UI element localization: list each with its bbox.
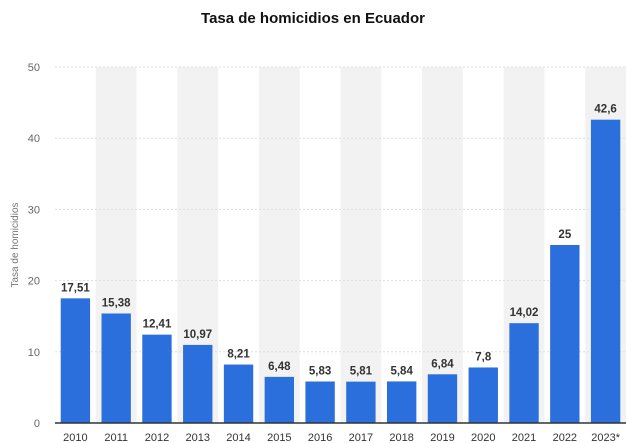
y-tick-label: 10 (28, 347, 40, 359)
data-label: 12,41 (143, 319, 172, 331)
y-tick-label: 30 (28, 204, 40, 216)
x-tick-label: 2015 (267, 432, 291, 443)
data-label: 10,97 (183, 329, 212, 341)
bar (468, 367, 498, 423)
data-labels: 17,51 15,38 12,41 10,97 8,21 6,48 5,83 5,81 5,84… (61, 104, 617, 378)
background-band (258, 67, 300, 423)
data-label: 7,8 (475, 351, 492, 363)
bar (346, 381, 376, 423)
x-tick-label: 2012 (145, 432, 169, 443)
y-tick-label: 40 (28, 133, 40, 145)
x-tick-label: 2010 (63, 432, 87, 443)
data-label: 5,83 (309, 365, 331, 377)
chart-title: Tasa de homicidios en Ecuador (201, 10, 425, 27)
x-tick-label: 2020 (471, 432, 495, 443)
x-tick-label: 2023* (591, 432, 620, 443)
bar (264, 376, 295, 423)
data-label: 14,02 (510, 307, 539, 319)
data-label: 25 (558, 229, 571, 241)
data-label: 6,48 (268, 361, 291, 373)
x-tick-label: 2016 (308, 432, 332, 443)
bars (60, 119, 621, 424)
bar (550, 245, 580, 423)
data-label: 15,38 (102, 297, 131, 309)
gridlines (55, 66, 626, 353)
data-label: 5,84 (390, 365, 413, 377)
data-label: 42,6 (594, 104, 616, 116)
x-tick-label: 2021 (512, 432, 536, 443)
y-tick-label: 0 (34, 418, 40, 430)
data-label: 17,51 (61, 282, 90, 294)
x-tick-label: 2022 (553, 432, 577, 443)
bar (223, 364, 254, 423)
bar (386, 381, 417, 423)
x-axis-ticks: 2010 2011 2012 2013 2014 2015 2016 2017 2018 2019… (63, 432, 621, 443)
x-tick-label: 2014 (226, 432, 250, 443)
background-band (422, 67, 463, 423)
y-axis-label: Tasa de homicidios (10, 202, 21, 287)
x-tick-label: 2011 (104, 432, 128, 443)
x-tick-label: 2018 (389, 432, 413, 443)
bar (183, 344, 213, 423)
background-band (340, 67, 382, 423)
y-tick-label: 20 (28, 276, 40, 288)
bar (101, 313, 131, 423)
bar (142, 334, 172, 423)
data-label: 5,81 (350, 366, 373, 378)
bar (590, 119, 621, 424)
y-tick-label: 50 (28, 62, 40, 74)
bar (427, 374, 458, 423)
bar (305, 381, 335, 423)
bar (60, 298, 91, 423)
x-tick-label: 2013 (186, 432, 210, 443)
y-axis-ticks: 0 10 20 30 40 50 (28, 62, 40, 430)
x-tick-label: 2017 (349, 432, 373, 443)
data-label: 8,21 (227, 349, 250, 361)
data-label: 6,84 (431, 358, 454, 370)
x-tick-label: 2019 (430, 432, 454, 443)
bar (509, 323, 539, 423)
